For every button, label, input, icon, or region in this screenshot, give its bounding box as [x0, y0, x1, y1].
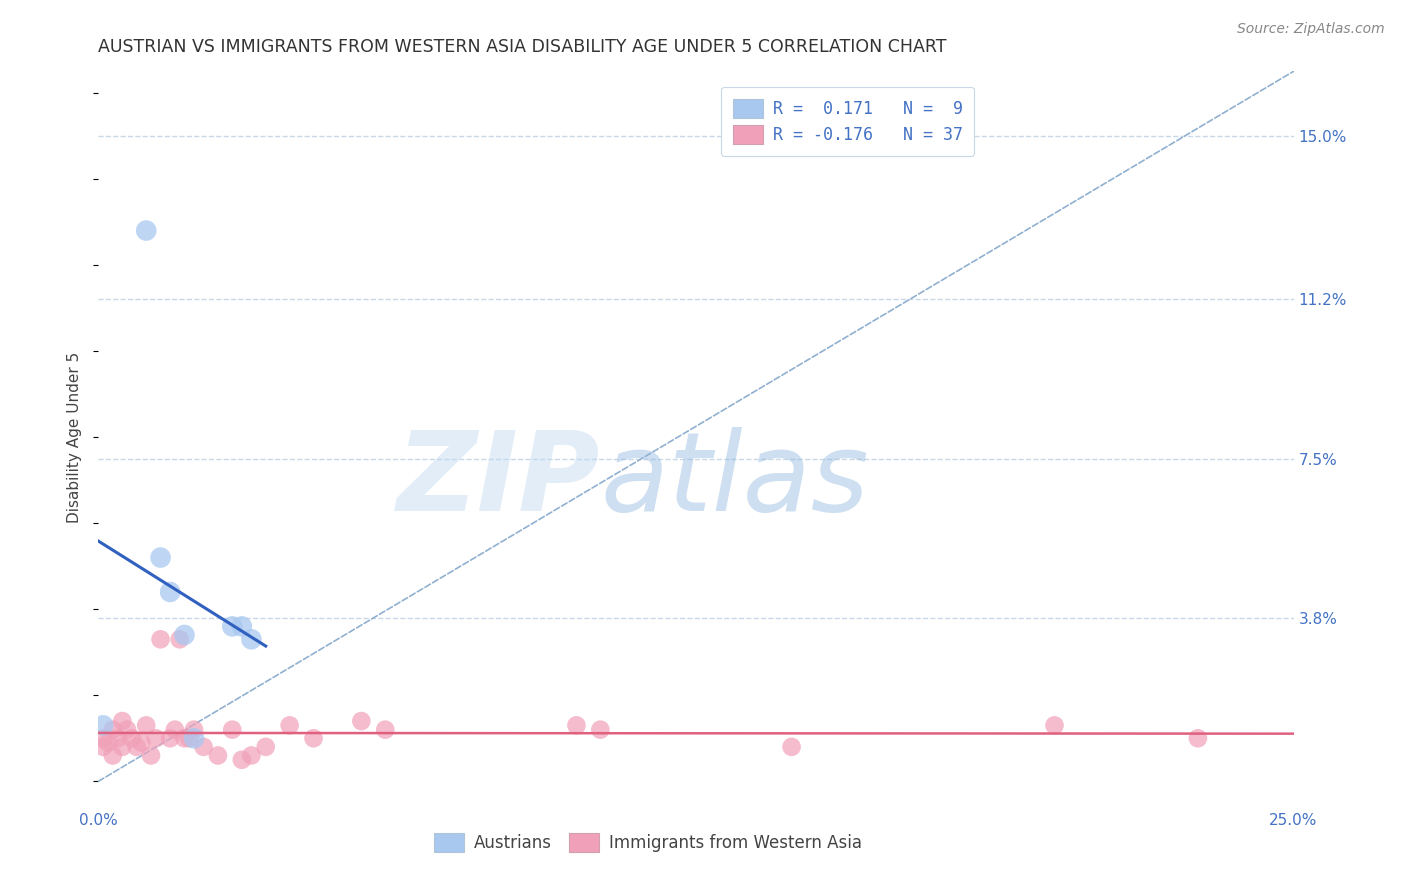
Point [135, 718, 157, 732]
Point [121, 731, 143, 746]
Point [183, 723, 205, 737]
Point [91, 739, 114, 754]
Point [159, 585, 181, 599]
Point [254, 739, 277, 754]
Point [173, 628, 195, 642]
Point [278, 718, 301, 732]
Point [135, 223, 157, 237]
Point [302, 731, 325, 746]
Point [101, 723, 124, 737]
Point [221, 723, 243, 737]
Point [107, 731, 129, 746]
Point [149, 632, 172, 647]
Point [145, 731, 167, 746]
Point [163, 723, 186, 737]
Point [193, 739, 215, 754]
Point [374, 723, 396, 737]
Point [173, 731, 195, 746]
Point [207, 748, 229, 763]
Point [91, 731, 114, 746]
Point [183, 731, 205, 746]
Point [139, 748, 162, 763]
Text: AUSTRIAN VS IMMIGRANTS FROM WESTERN ASIA DISABILITY AGE UNDER 5 CORRELATION CHAR: AUSTRIAN VS IMMIGRANTS FROM WESTERN ASIA… [98, 38, 946, 56]
Point [350, 714, 373, 728]
Text: Source: ZipAtlas.com: Source: ZipAtlas.com [1237, 22, 1385, 37]
Legend: Austrians, Immigrants from Western Asia: Austrians, Immigrants from Western Asia [426, 824, 870, 860]
Point [240, 748, 263, 763]
Point [1043, 718, 1066, 732]
Point [115, 723, 138, 737]
Point [780, 739, 803, 754]
Point [101, 748, 124, 763]
Point [589, 723, 612, 737]
Point [97, 735, 120, 749]
Point [231, 619, 253, 633]
Text: atlas: atlas [600, 427, 869, 534]
Point [125, 739, 148, 754]
Point [91, 718, 114, 732]
Y-axis label: Disability Age Under 5: Disability Age Under 5 [67, 351, 83, 523]
Point [565, 718, 588, 732]
Point [111, 739, 134, 754]
Point [221, 619, 243, 633]
Point [240, 632, 263, 647]
Point [111, 714, 134, 728]
Text: ZIP: ZIP [396, 427, 600, 534]
Point [179, 731, 201, 746]
Point [169, 632, 191, 647]
Point [131, 735, 153, 749]
Point [149, 550, 172, 565]
Point [1187, 731, 1209, 746]
Point [159, 731, 181, 746]
Point [231, 753, 253, 767]
